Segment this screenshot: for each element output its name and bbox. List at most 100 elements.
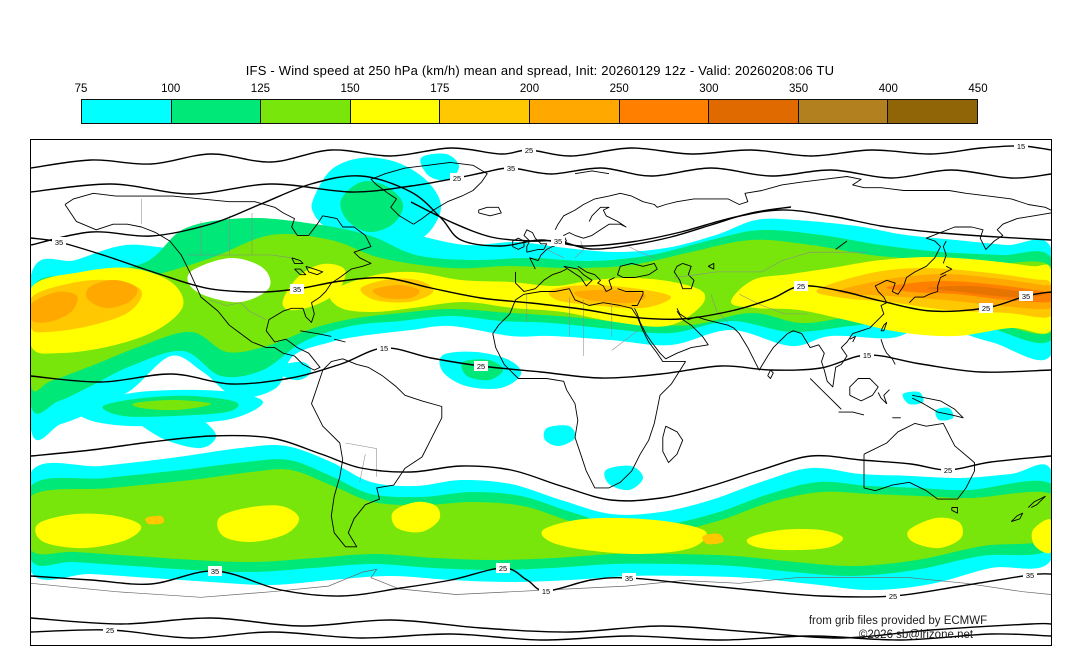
contour-label: 15: [1017, 142, 1025, 151]
coastline-path: [880, 339, 896, 365]
coastline-path: [673, 262, 695, 290]
wind-speed-fill-yellow: [907, 517, 963, 549]
wind-speed-fill-orange_dark: [926, 285, 1044, 298]
contour-label-chip: [941, 465, 955, 475]
contour-label: 25: [477, 362, 485, 371]
contour-label: 15: [542, 587, 550, 596]
wind-speed-fill-white: [187, 257, 271, 303]
colorbar-segment-125-150: [261, 100, 351, 123]
coastline-path: [849, 378, 879, 402]
coastline-path: [515, 268, 567, 292]
coastline-path: [617, 288, 644, 306]
contour-label: 25: [797, 282, 805, 291]
colorbar-segment-200-250: [529, 100, 620, 123]
contour-label: 35: [625, 574, 633, 583]
coastline-path: [912, 394, 964, 419]
contour-label: 35: [1022, 292, 1030, 301]
coastline-path: [563, 265, 593, 287]
contour-label-chip: [1023, 570, 1037, 580]
coastline-path: [951, 507, 958, 514]
spread-contour-line: [31, 434, 1051, 502]
wind-speed-fill-orange: [574, 289, 646, 304]
country-border-path: [611, 330, 638, 351]
contour-label-chip: [794, 281, 808, 291]
contour-label: 25: [944, 466, 952, 475]
colorbar-tick-150: 150: [340, 83, 360, 95]
credits-copyright: ©2026 sb@irizone.net: [859, 629, 974, 641]
coastline-path: [942, 240, 947, 264]
colorbar-tick-125: 125: [250, 83, 270, 95]
contour-label-chip: [496, 563, 510, 573]
coastline-path: [300, 330, 332, 337]
colorbar-tick-labels: 75 100 125 150 175 200 250 300 350 400 450: [0, 83, 1080, 97]
contour-label: 35: [55, 238, 63, 247]
coastline-path: [554, 176, 1051, 231]
coastline-path: [492, 288, 686, 489]
contour-label: 15: [380, 344, 388, 353]
antarctica-coastline: [31, 568, 1051, 598]
spread-contour-line: [410, 201, 792, 250]
colorbar-segment-400-450: [888, 100, 977, 123]
wind-speed-fill-orange: [85, 279, 138, 309]
coastline-path: [809, 378, 842, 410]
contour-label: 25: [982, 304, 990, 313]
coastline-path: [478, 206, 502, 217]
coastline-path: [305, 265, 324, 276]
contour-label: 35: [211, 567, 219, 576]
contour-label-chip: [1014, 141, 1028, 151]
coastline-path: [529, 206, 627, 270]
coastline-path: [908, 274, 947, 304]
wind-speed-fill-orange: [372, 285, 420, 299]
contour-label: 25: [499, 564, 507, 573]
contour-label-chip: [860, 350, 874, 360]
colorbar-segment-300-350: [709, 100, 799, 123]
map-frame: 35 35 25 35 25 35 25 15 25 35 15 15 25 35 25 15 35 25 35 25…: [30, 139, 1052, 646]
wind-speed-fill-cyan: [420, 153, 460, 181]
colorbar-tick-200: 200: [519, 83, 540, 95]
contour-label: 15: [863, 351, 871, 360]
coastline-path: [634, 308, 709, 360]
coastline-path: [835, 240, 848, 250]
country-border-path: [209, 299, 267, 320]
contour-label: 35: [1026, 571, 1034, 580]
contour-label: 25: [525, 146, 533, 155]
coastline-path: [940, 265, 953, 276]
colorbar-segment-175-200: [440, 100, 530, 123]
contour-label-chip: [522, 145, 536, 155]
contour-label-chip: [103, 625, 117, 635]
coastline-path: [838, 411, 865, 416]
colorbar-tick-400: 400: [878, 83, 898, 95]
colorbar-tick-450: 450: [968, 83, 988, 95]
wind-speed-fill-yellow: [217, 505, 300, 543]
contour-label: 25: [106, 626, 114, 635]
coastline-path: [880, 321, 888, 332]
coastline-path: [64, 192, 372, 371]
coastline-path: [294, 268, 307, 276]
coastline-path: [617, 262, 658, 278]
contour-label-chip: [979, 303, 993, 313]
wind-speed-fill-yellow: [746, 529, 844, 551]
colorbar: [81, 99, 978, 124]
colorbar-segment-350-400: [798, 100, 889, 123]
wind-speed-fill-yellow: [282, 263, 346, 311]
wind-speed-fill-cyan: [543, 425, 576, 447]
wind-speed-fill-yellow: [541, 517, 707, 555]
contour-label-chip: [450, 173, 464, 183]
spread-contour-line: [31, 175, 1051, 247]
colorbar-tick-250: 250: [609, 83, 629, 95]
coastline-path: [291, 257, 304, 264]
contour-label-chip: [1019, 291, 1033, 301]
contour-label: 25: [889, 592, 897, 601]
country-border-path: [574, 240, 584, 258]
contour-label: 35: [507, 164, 515, 173]
spread-contour-line: [31, 237, 1051, 321]
country-border-path: [271, 254, 292, 259]
wind-speed-fill-gold: [702, 533, 724, 545]
contour-label: 35: [554, 237, 562, 246]
contour-label-chip: [886, 591, 900, 601]
spread-contour-line: [31, 617, 1051, 639]
country-border-path: [345, 442, 377, 477]
contour-label-chip: [551, 236, 565, 246]
contour-label-chip: [208, 566, 222, 576]
